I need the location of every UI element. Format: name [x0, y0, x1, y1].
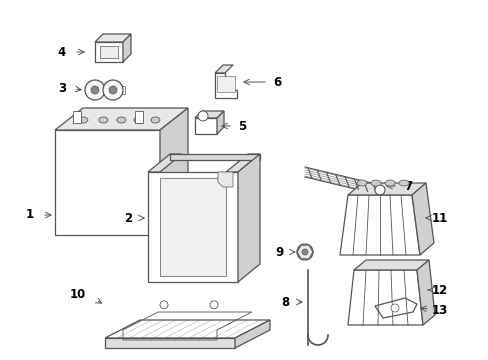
Polygon shape: [160, 108, 187, 235]
Circle shape: [85, 80, 105, 100]
Polygon shape: [148, 154, 182, 172]
Circle shape: [198, 111, 207, 121]
Bar: [217, 76, 235, 92]
Text: 3: 3: [58, 81, 66, 94]
Ellipse shape: [356, 180, 366, 186]
Polygon shape: [105, 320, 269, 338]
Polygon shape: [215, 65, 232, 73]
Polygon shape: [416, 260, 434, 325]
Bar: [55, 130, 160, 235]
Polygon shape: [123, 34, 131, 62]
Bar: [135, 111, 142, 123]
Text: 2: 2: [123, 211, 132, 225]
Bar: [95, 42, 123, 62]
Polygon shape: [217, 111, 224, 134]
Polygon shape: [238, 154, 260, 282]
Bar: [160, 178, 225, 276]
Circle shape: [302, 249, 307, 255]
Polygon shape: [374, 298, 416, 318]
Text: 10: 10: [70, 288, 86, 302]
Circle shape: [91, 86, 99, 94]
Text: 4: 4: [58, 45, 66, 58]
Ellipse shape: [117, 117, 125, 123]
Polygon shape: [296, 245, 312, 259]
Ellipse shape: [79, 117, 88, 123]
Polygon shape: [353, 260, 428, 270]
Circle shape: [103, 80, 123, 100]
Bar: [93, 86, 125, 94]
Text: 5: 5: [237, 120, 245, 132]
Text: 7: 7: [403, 180, 411, 193]
Polygon shape: [225, 154, 260, 172]
Polygon shape: [347, 183, 425, 195]
Polygon shape: [411, 183, 433, 255]
Circle shape: [160, 301, 168, 309]
Circle shape: [390, 304, 398, 312]
Polygon shape: [218, 172, 232, 187]
Text: 11: 11: [431, 211, 447, 225]
Polygon shape: [235, 320, 269, 348]
Polygon shape: [95, 34, 131, 42]
Text: 12: 12: [431, 284, 447, 297]
Ellipse shape: [151, 117, 160, 123]
Text: 6: 6: [272, 76, 281, 89]
Ellipse shape: [134, 117, 142, 123]
Ellipse shape: [99, 117, 108, 123]
Circle shape: [374, 185, 384, 195]
Text: 9: 9: [275, 246, 284, 258]
Polygon shape: [339, 195, 419, 255]
Bar: [73, 111, 81, 123]
Polygon shape: [55, 108, 187, 130]
Polygon shape: [215, 73, 237, 98]
Ellipse shape: [398, 180, 408, 186]
Circle shape: [296, 244, 312, 260]
Circle shape: [209, 301, 218, 309]
Bar: [148, 172, 238, 282]
Circle shape: [109, 86, 117, 94]
Text: 8: 8: [280, 296, 288, 309]
Text: 1: 1: [26, 208, 34, 221]
Polygon shape: [195, 111, 224, 118]
Text: 13: 13: [431, 303, 447, 316]
Polygon shape: [105, 338, 235, 348]
Ellipse shape: [370, 180, 380, 186]
Polygon shape: [347, 270, 422, 325]
Polygon shape: [170, 154, 260, 160]
Bar: [100, 46, 118, 58]
Ellipse shape: [384, 180, 394, 186]
Bar: [195, 118, 217, 134]
